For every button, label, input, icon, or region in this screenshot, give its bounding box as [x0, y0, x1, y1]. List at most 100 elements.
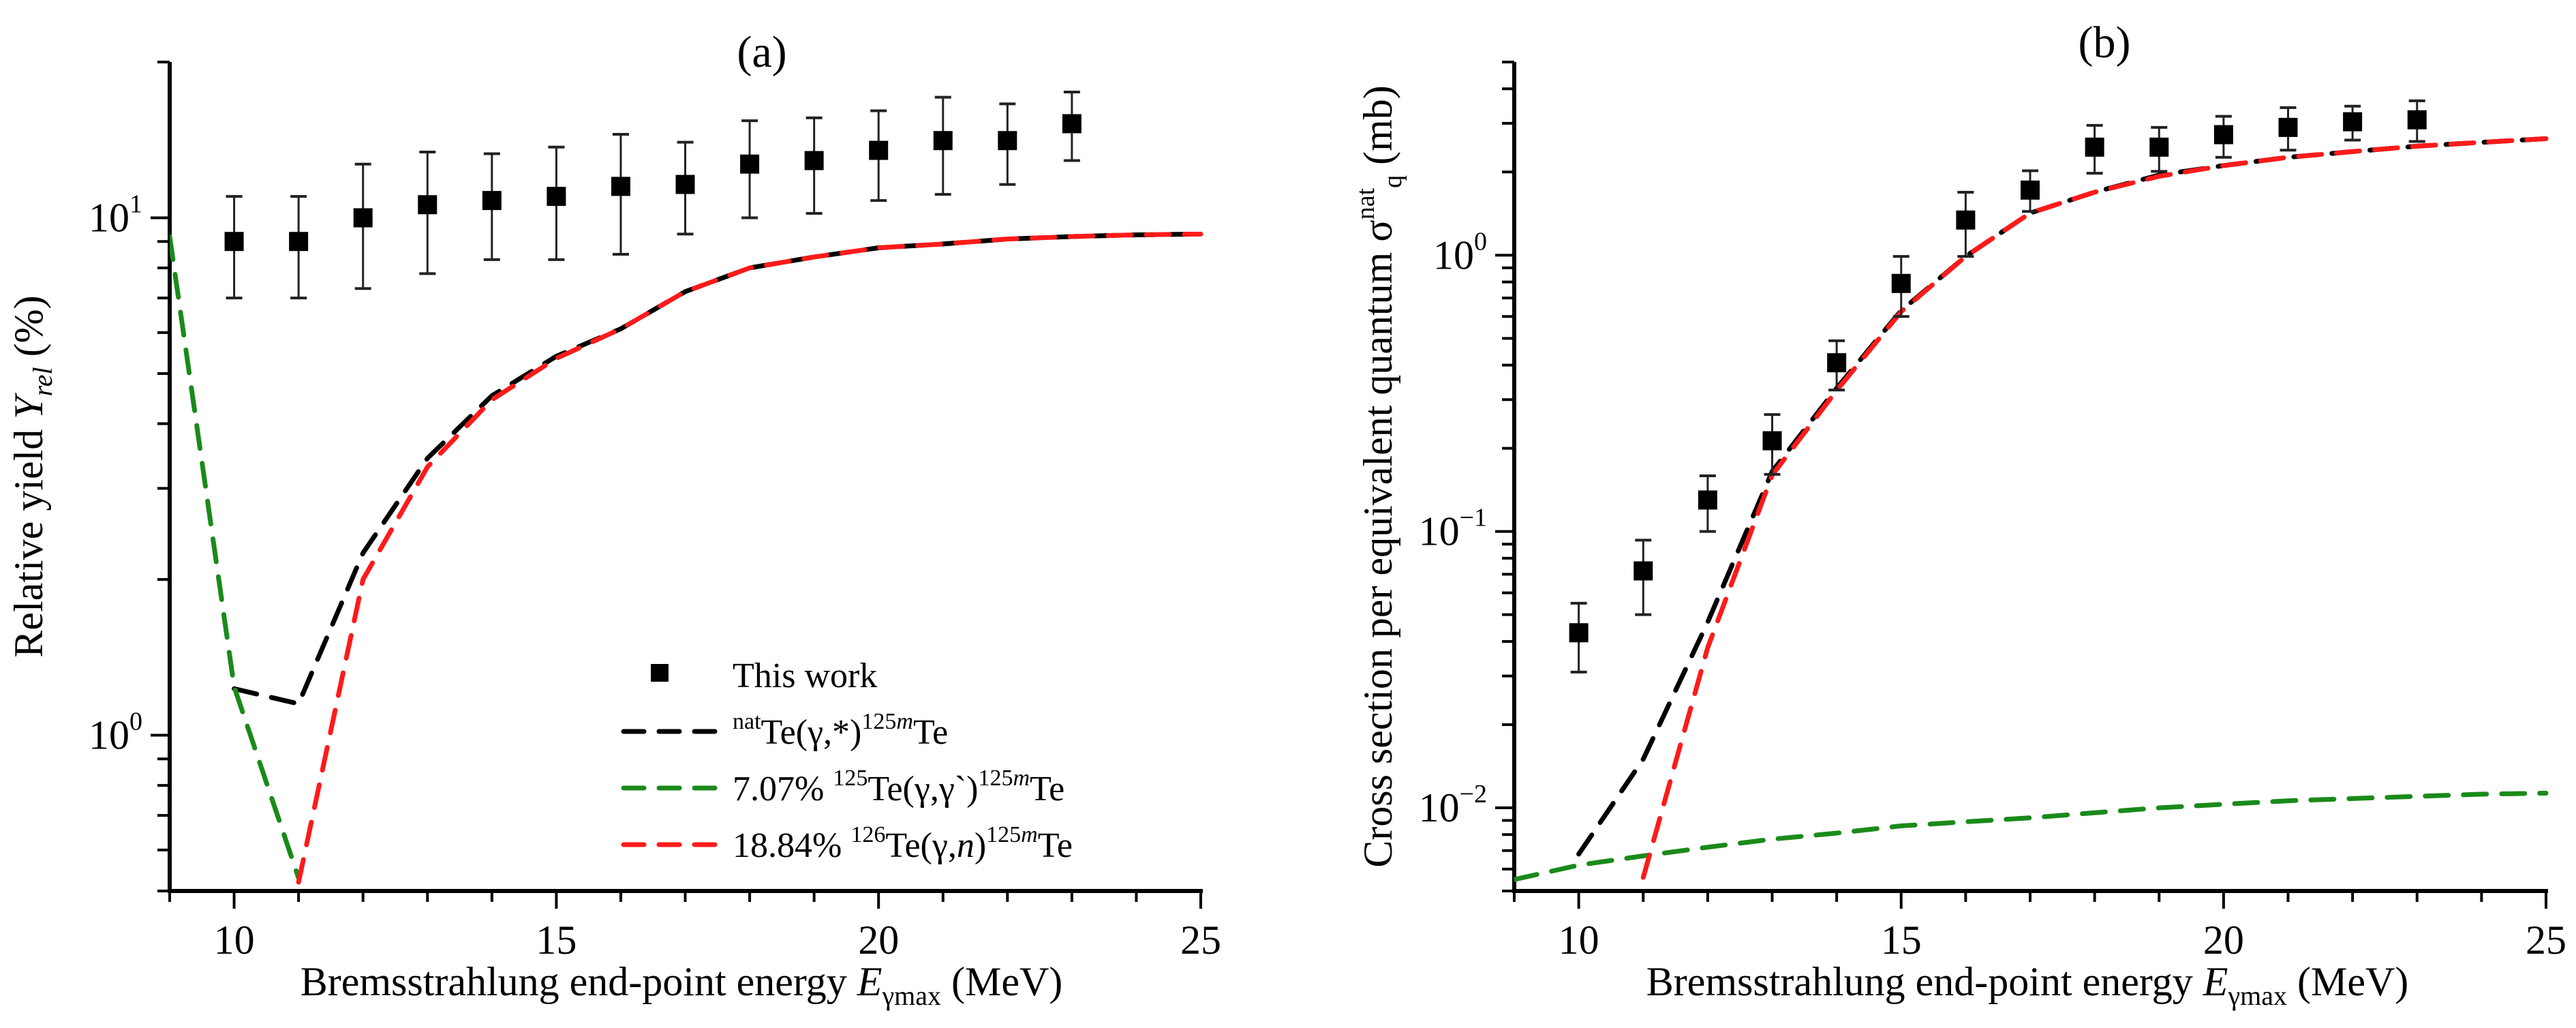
data-point	[2085, 123, 2104, 175]
panel-b-axes: 10 15 20 25 10−2 10−1 100 Bremsstrahlung end-po…	[1351, 61, 2566, 1011]
y-axis-title: Relative yield Yrel (%)	[6, 295, 58, 657]
x-tick-label: 25	[2526, 918, 2566, 963]
data-marker	[224, 232, 244, 252]
y-tick-label: 100	[1433, 227, 1487, 277]
data-marker	[1698, 490, 1717, 510]
panel-a-marks	[170, 91, 1203, 885]
data-marker	[1569, 623, 1589, 643]
legend-marker-square	[651, 664, 669, 682]
data-point	[675, 140, 695, 236]
panel-b-marks	[1514, 99, 2549, 882]
data-point	[1698, 474, 1717, 533]
panel-a: (a) 10 15 20 25 100 101 Bremsstrahlung end-poi…	[6, 27, 1221, 1011]
data-point	[353, 162, 373, 290]
data-point	[1634, 539, 1653, 616]
data-marker	[289, 232, 309, 252]
data-point	[1827, 339, 1847, 392]
series-line-0	[1576, 136, 2549, 857]
data-point	[2407, 99, 2427, 143]
data-marker	[869, 140, 889, 160]
legend-item: 7.07% 125Te(γ,γ`)125mTe	[621, 766, 1064, 808]
series-line-0	[232, 231, 1203, 706]
x-tick-label: 10	[1559, 918, 1599, 963]
x-tick-label: 15	[536, 918, 577, 963]
legend-item: This work	[651, 656, 877, 695]
data-marker	[611, 177, 630, 196]
data-marker	[2407, 110, 2427, 130]
data-point	[547, 145, 566, 261]
data-point	[2021, 169, 2040, 213]
legend-label: natTe(γ,*)125mTe	[733, 709, 948, 752]
y-tick-label: 100	[89, 708, 142, 758]
y-tick-label: 101	[89, 190, 142, 240]
legend-label: This work	[733, 656, 877, 695]
data-marker	[1062, 114, 1082, 134]
x-axis-title: Bremsstrahlung end-point energy Eγmax (M…	[1646, 959, 2409, 1011]
data-point	[224, 195, 244, 300]
data-marker	[2343, 112, 2363, 132]
data-marker	[418, 195, 438, 215]
data-marker	[2278, 117, 2298, 137]
data-marker	[998, 131, 1017, 151]
legend-label: 18.84% 126Te(γ,n)125mTe	[733, 822, 1073, 865]
data-marker	[1827, 353, 1847, 373]
series-line-2	[296, 231, 1203, 885]
panel-b-title: (b)	[2079, 18, 2131, 67]
data-marker	[482, 191, 502, 211]
x-tick-label: 10	[214, 918, 255, 963]
data-point	[1762, 413, 1782, 476]
data-point	[2278, 106, 2298, 152]
data-point	[869, 109, 889, 202]
legend-item: natTe(γ,*)125mTe	[621, 709, 948, 752]
data-marker	[740, 154, 760, 174]
legend-label: 7.07% 125Te(γ,γ`)125mTe	[733, 766, 1064, 808]
data-marker	[675, 175, 695, 194]
data-point	[418, 151, 438, 275]
data-point	[933, 95, 953, 196]
series-line-2	[1640, 136, 2549, 880]
data-point	[804, 116, 824, 215]
data-point	[482, 152, 502, 261]
data-marker	[2021, 180, 2040, 200]
panel-a-title: (a)	[737, 27, 786, 77]
x-tick-label: 15	[1881, 918, 1922, 963]
data-point	[1956, 190, 1976, 258]
series-line-1	[1514, 791, 2549, 882]
y-axis-title: Cross section per equivalent quantum σna…	[1351, 85, 1407, 868]
x-tick-label: 20	[2203, 918, 2244, 963]
data-point	[2213, 115, 2233, 159]
data-marker	[1762, 431, 1782, 451]
data-marker	[2085, 137, 2104, 157]
data-marker	[1634, 561, 1653, 581]
data-marker	[2149, 137, 2169, 157]
plot-area	[1514, 136, 2549, 882]
panel-b: (b) 10 15 20 25 10−2 10−1 100 Bremsstrahlung en…	[1351, 18, 2566, 1011]
data-marker	[804, 151, 824, 170]
data-point	[289, 195, 309, 300]
x-tick-label: 25	[1180, 918, 1221, 963]
data-marker	[547, 187, 566, 207]
data-marker	[933, 131, 953, 151]
panel-a-axes: 10 15 20 25 100 101 Bremsstrahlung end-point e…	[6, 61, 1221, 1011]
data-marker	[1956, 210, 1976, 230]
series-line-1	[170, 234, 301, 881]
data-point	[611, 133, 630, 256]
data-marker	[353, 208, 373, 228]
data-marker	[2213, 125, 2233, 145]
plot-area	[170, 231, 1203, 885]
y-tick-label: 10−1	[1419, 504, 1487, 554]
data-point	[2149, 125, 2169, 173]
data-point	[740, 119, 760, 220]
data-point	[2343, 104, 2363, 142]
data-point	[1569, 601, 1589, 674]
data-point	[998, 102, 1017, 186]
data-point	[1062, 91, 1082, 162]
panel-a-legend: This work natTe(γ,*)125mTe 7.07% 125Te(γ,γ…	[621, 656, 1073, 865]
x-tick-label: 20	[858, 918, 899, 963]
x-axis-title: Bremsstrahlung end-point energy Eγmax (M…	[301, 959, 1063, 1011]
data-marker	[1891, 273, 1911, 293]
data-point	[1891, 255, 1911, 318]
y-tick-label: 10−2	[1419, 780, 1487, 830]
